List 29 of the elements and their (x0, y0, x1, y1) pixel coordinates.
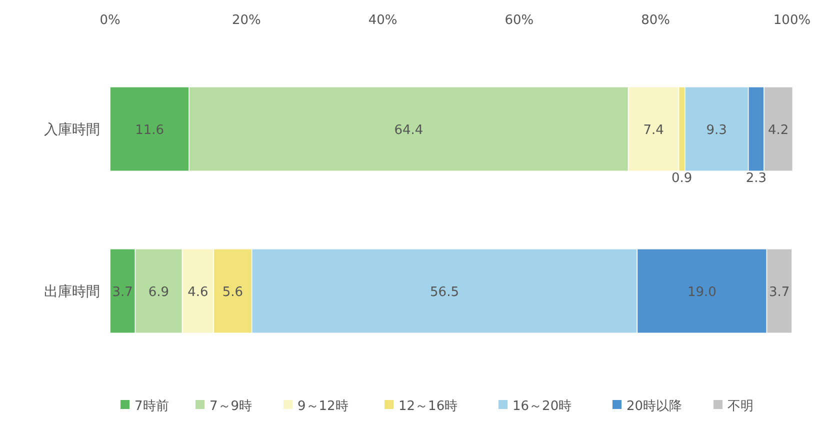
legend-label: 16～20時 (512, 399, 572, 414)
data-label: 3.7 (769, 285, 790, 300)
legend-label: 20時以降 (626, 399, 682, 414)
data-label: 4.6 (188, 285, 208, 300)
x-tick-label: 40% (368, 13, 398, 28)
data-label: 6.9 (148, 285, 170, 300)
data-label: 11.6 (135, 123, 164, 138)
data-label: 19.0 (688, 285, 716, 300)
data-label: 2.3 (746, 171, 767, 186)
data-label: 56.5 (430, 285, 459, 300)
x-tick-label: 80% (641, 13, 670, 28)
legend-label: 7～9時 (210, 399, 252, 414)
y-tick-label: 出庫時間 (44, 284, 100, 300)
data-label: 7.4 (643, 123, 664, 138)
data-label: 4.2 (768, 123, 789, 138)
data-label: 0.9 (672, 171, 692, 186)
legend-label: 7時前 (134, 399, 169, 414)
x-tick-label: 0% (100, 13, 120, 28)
x-tick-label: 60% (504, 13, 534, 28)
x-tick-label: 20% (232, 13, 261, 28)
data-label: 3.7 (112, 285, 133, 300)
legend-label: 9～12時 (298, 399, 348, 414)
y-tick-label: 入庫時間 (44, 122, 100, 138)
legend-label: 不明 (728, 399, 754, 414)
data-label: 64.4 (394, 123, 424, 138)
data-label: 5.6 (222, 285, 244, 300)
data-label: 9.3 (706, 123, 727, 138)
x-tick-label: 100% (773, 13, 811, 28)
legend-label: 12～16時 (398, 399, 458, 414)
